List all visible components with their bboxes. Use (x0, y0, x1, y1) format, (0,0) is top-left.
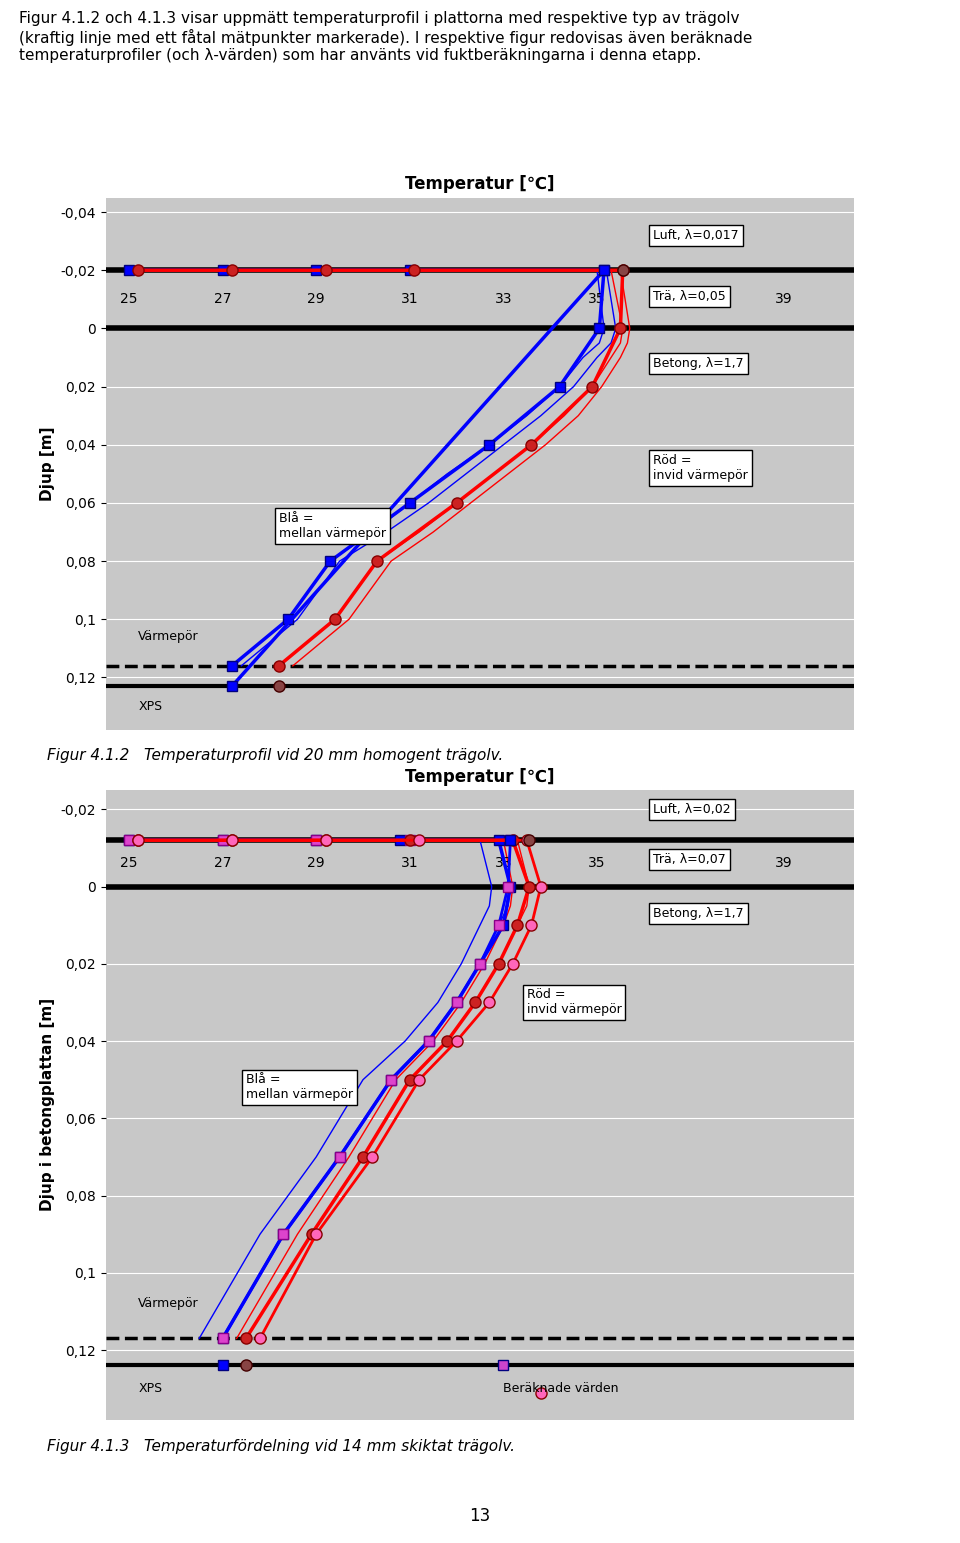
Text: Betong, λ=1,7: Betong, λ=1,7 (653, 356, 744, 370)
Text: 25: 25 (120, 856, 137, 870)
Text: 33: 33 (494, 856, 512, 870)
Text: 31: 31 (401, 292, 419, 307)
Y-axis label: Djup i betongplattan [m]: Djup i betongplattan [m] (39, 998, 55, 1211)
Text: Figur 4.1.3   Temperaturfördelning vid 14 mm skiktat trägolv.: Figur 4.1.3 Temperaturfördelning vid 14 … (47, 1440, 515, 1454)
Title: Temperatur [℃]: Temperatur [℃] (405, 768, 555, 785)
Text: Blå =
mellan värmерör: Blå = mellan värmерör (278, 512, 386, 540)
Text: XPS: XPS (138, 1383, 162, 1395)
Text: Beräknade värden: Beräknade värden (503, 1383, 619, 1395)
Text: Värmерör: Värmерör (138, 1298, 199, 1310)
Text: 39: 39 (776, 292, 793, 307)
Text: 35: 35 (588, 856, 606, 870)
Text: XPS: XPS (138, 701, 162, 713)
Text: 33: 33 (494, 292, 512, 307)
Text: 29: 29 (307, 856, 325, 870)
Text: 25: 25 (120, 292, 137, 307)
Text: Blå =
mellan värmерör: Blå = mellan värmерör (246, 1074, 353, 1102)
Text: Värmерör: Värmерör (138, 630, 199, 643)
Text: 29: 29 (307, 292, 325, 307)
Text: Trä, λ=0,05: Trä, λ=0,05 (653, 290, 726, 302)
Text: 35: 35 (588, 292, 606, 307)
Y-axis label: Djup [m]: Djup [m] (39, 426, 55, 501)
Text: Röd =
invid värmерör: Röd = invid värmерör (527, 989, 621, 1017)
Text: 27: 27 (214, 856, 231, 870)
Text: Figur 4.1.2   Temperaturprofil vid 20 mm homogent trägolv.: Figur 4.1.2 Temperaturprofil vid 20 mm h… (47, 748, 503, 762)
Title: Temperatur [℃]: Temperatur [℃] (405, 176, 555, 193)
Text: Luft, λ=0,02: Luft, λ=0,02 (653, 802, 731, 816)
Text: Betong, λ=1,7: Betong, λ=1,7 (653, 907, 744, 920)
Text: 39: 39 (776, 856, 793, 870)
Text: 31: 31 (401, 856, 419, 870)
Text: 27: 27 (214, 292, 231, 307)
Text: Trä, λ=0,07: Trä, λ=0,07 (653, 853, 726, 866)
Text: Luft, λ=0,017: Luft, λ=0,017 (653, 228, 739, 242)
Text: Röd =
invid värmерör: Röd = invid värmерör (653, 454, 748, 481)
Text: 13: 13 (469, 1508, 491, 1524)
Text: Figur 4.1.2 och 4.1.3 visar uppmätt temperaturprofil i plattorna med respektive : Figur 4.1.2 och 4.1.3 visar uppmätt temp… (19, 11, 753, 63)
